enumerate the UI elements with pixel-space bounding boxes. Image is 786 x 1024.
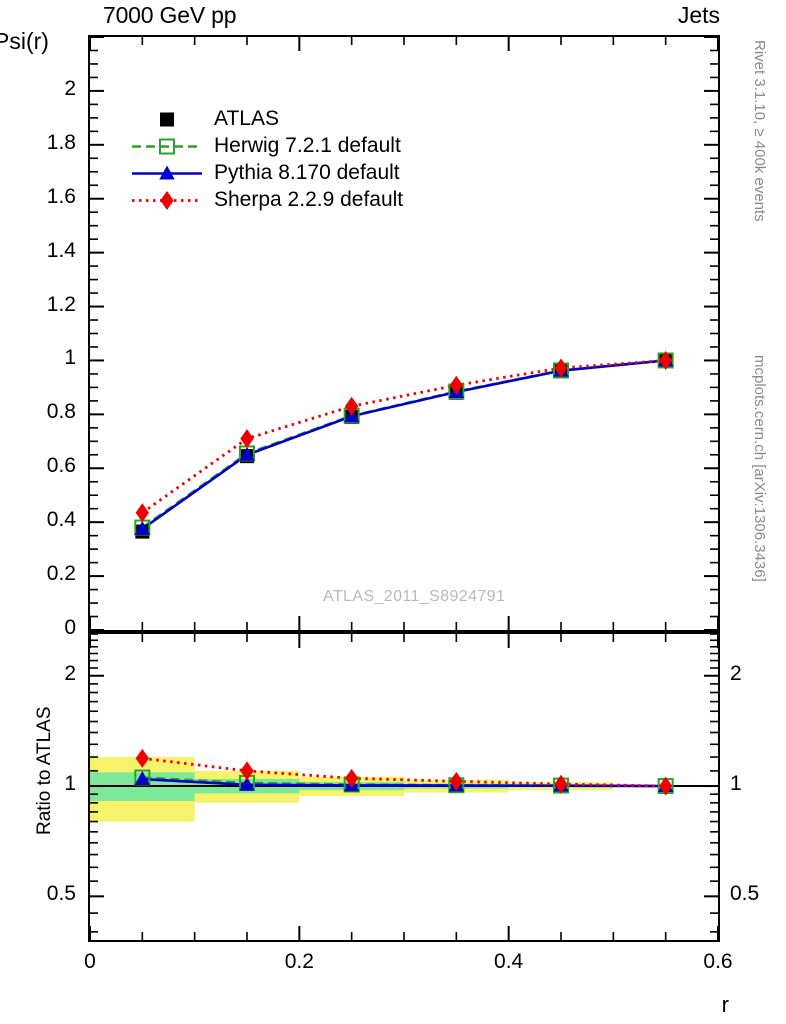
main-y-tick-label: 0.4 — [46, 508, 76, 532]
ratio-y-tick-label-left: 1 — [64, 772, 76, 796]
main-y-tick-label: 1.6 — [46, 184, 76, 208]
main-axis-ticks — [89, 36, 719, 631]
main-y-tick-label: 1 — [64, 346, 76, 370]
legend-label: Pythia 8.170 default — [214, 161, 400, 184]
legend-marker-icon — [128, 133, 206, 160]
main-y-tick-label: 1.8 — [46, 130, 76, 154]
main-y-tick-label: 0.8 — [46, 400, 76, 424]
main-data-series — [134, 351, 674, 539]
rivet-version-caption: Rivet 3.1.10, ≥ 400k events — [751, 40, 768, 222]
ratio-y-tick-label-right: 1 — [730, 772, 742, 796]
mcplots-caption-wrap: mcplots.cern.ch [arXiv:1306.3436] — [751, 355, 786, 582]
rivet-caption-wrap: Rivet 3.1.10, ≥ 400k events — [751, 40, 786, 222]
legend-marker-icon — [128, 187, 206, 214]
main-y-tick-label: 0.2 — [46, 562, 76, 586]
main-y-axis-title: Psi(r) — [0, 28, 49, 54]
x-tick-label: 0.4 — [494, 950, 524, 973]
legend-marker-icon — [128, 160, 206, 187]
legend-label: Sherpa 2.2.9 default — [214, 188, 404, 211]
main-y-tick-label: 1.2 — [46, 292, 76, 316]
main-y-tick-label: 0 — [64, 616, 76, 639]
main-y-tick-label: 0.6 — [46, 454, 76, 478]
x-tick-label: 0 — [84, 950, 96, 973]
ratio-y-tick-label-left: 2 — [64, 661, 76, 685]
ratio-y-tick-label-right: 0.5 — [730, 882, 760, 906]
mcplots-reference-caption: mcplots.cern.ch [arXiv:1306.3436] — [751, 355, 768, 582]
header-left-label: 7000 GeV pp — [103, 2, 237, 28]
header-right-label: Jets — [677, 2, 720, 28]
x-tick-label: 0.2 — [284, 950, 314, 973]
analysis-watermark: ATLAS_2011_S8924791 — [323, 588, 506, 605]
main-plot-frame — [88, 35, 720, 632]
x-axis-title: r — [721, 992, 729, 1017]
x-tick-label: 0.6 — [703, 950, 733, 973]
legend-marker-icon — [128, 106, 206, 133]
ratio-plot-frame — [88, 632, 720, 942]
ratio-y-axis-title: Ratio to ATLAS — [34, 706, 55, 836]
ratio-y-tick-label-left: 0.5 — [46, 882, 76, 906]
legend-label: ATLAS — [214, 107, 279, 130]
legend-label: Herwig 7.2.1 default — [214, 134, 401, 157]
main-y-tick-label: 1.4 — [46, 238, 76, 262]
main-y-tick-label: 2 — [64, 76, 76, 100]
ratio-data-series — [134, 748, 674, 796]
ratio-y-tick-label-right: 2 — [730, 661, 742, 685]
